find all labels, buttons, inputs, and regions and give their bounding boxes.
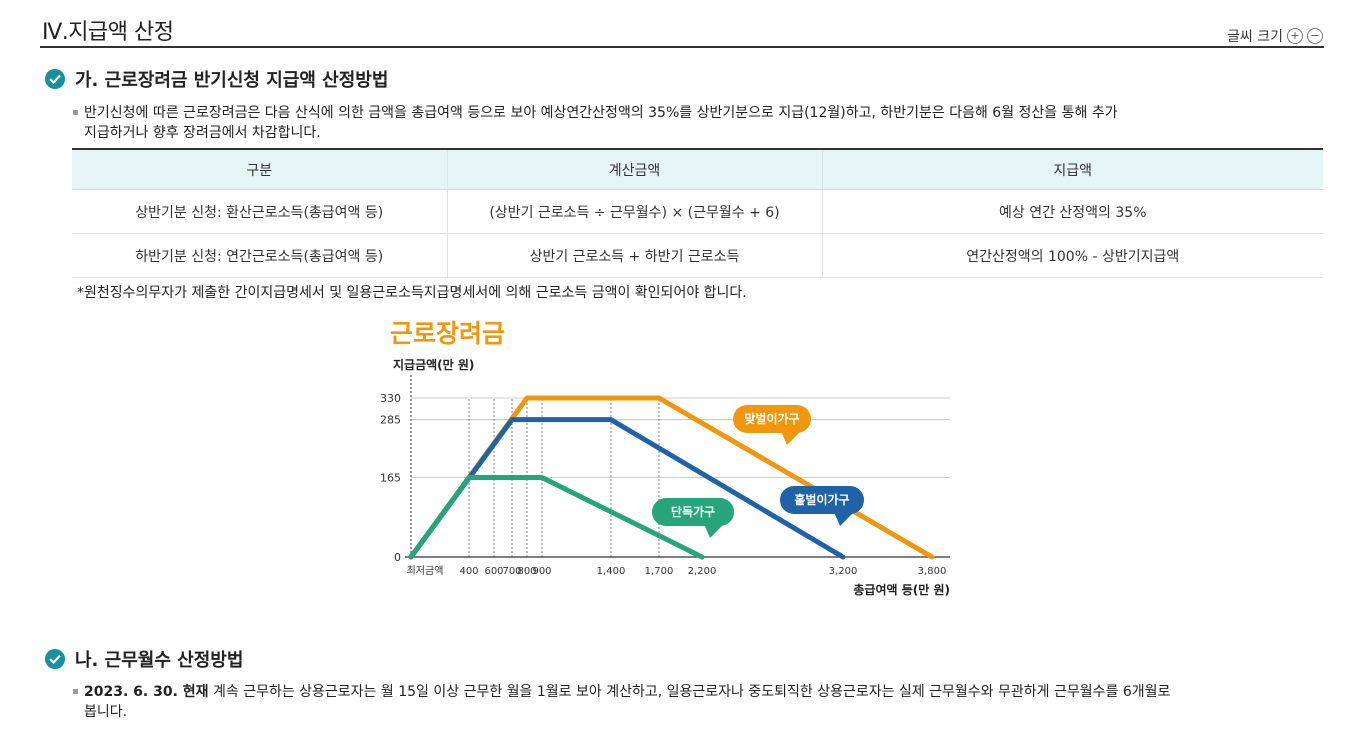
table-cell: (상반기 근로소득 ÷ 근무월수) × (근무월수 + 6) <box>446 189 822 234</box>
x-tick-label: 900 <box>532 566 551 577</box>
legend-bubble-tail <box>704 524 724 538</box>
reference-date: 2023. 6. 30. 현재 <box>84 684 209 700</box>
x-tick-label: 2,200 <box>688 566 717 577</box>
table-cell: 연간산정액의 100% - 상반기지급액 <box>821 233 1323 278</box>
table-cell: 상반기 근로소득 + 하반기 근로소득 <box>446 233 822 278</box>
x-tick-label: 최저금액 <box>407 565 444 577</box>
table-row: 하반기분 신청: 연간근로소득(총급여액 등) 상반기 근로소득 + 하반기 근… <box>72 233 1323 278</box>
y-tick-label: 0 <box>394 551 401 564</box>
x-tick-label: 1,700 <box>645 566 674 577</box>
paragraph-line: 지급하거나 향후 장려금에서 차감합니다. <box>84 125 321 141</box>
calculation-table: 구분 계산금액 지급액 상반기분 신청: 환산근로소득(총급여액 등) (상반기… <box>72 148 1323 278</box>
y-tick-label: 330 <box>380 392 401 405</box>
chart-title: 근로장려금 <box>390 319 505 348</box>
legend-bubble-tail <box>834 512 854 526</box>
table-row: 상반기분 신청: 환산근로소득(총급여액 등) (상반기 근로소득 ÷ 근무월수… <box>72 189 1323 234</box>
legend-label: 홑벌이가구 <box>794 492 849 507</box>
paragraph-line: 반기신청에 따른 근로장려금은 다음 산식에 의한 금액을 총급여액 등으로 보… <box>84 105 1118 121</box>
x-axis-label: 총급여액 등(만 원) <box>853 582 950 597</box>
font-size-label: 글씨 크기 <box>1227 29 1283 45</box>
zoom-out-icon[interactable]: − <box>1307 28 1323 44</box>
check-circle-icon <box>45 69 65 89</box>
font-size-control: 글씨 크기 + − <box>1227 26 1323 46</box>
x-tick-label: 400 <box>459 566 478 577</box>
verification-note: *원천징수의무자가 제출한 간이지급명세서 및 일용근로소득지급명세서에 의해 … <box>77 285 747 301</box>
table-header-cell: 계산금액 <box>446 148 822 190</box>
legend-bubble <box>652 498 734 526</box>
x-tick-label: 3,800 <box>918 566 947 577</box>
legend-label: 맞벌이가구 <box>744 411 799 426</box>
table-header-cell: 지급액 <box>821 148 1323 190</box>
title-divider <box>40 46 1324 48</box>
series-line <box>408 475 705 560</box>
legend-label: 단독가구 <box>671 504 715 519</box>
section-a-heading: 가. 근로장려금 반기신청 지급액 산정방법 <box>45 66 388 92</box>
table-cell: 예상 연간 산정액의 35% <box>821 189 1323 234</box>
section-b-heading: 나. 근무월수 산정방법 <box>45 646 243 672</box>
legend-bubble-tail <box>781 431 801 445</box>
section-a-title: 가. 근로장려금 반기신청 지급액 산정방법 <box>75 70 389 91</box>
x-tick-label: 700 <box>502 566 521 577</box>
paragraph-line: 봅니다. <box>84 704 128 720</box>
table-cell: 하반기분 신청: 연간근로소득(총급여액 등) <box>72 233 447 278</box>
section-b-title: 나. 근무월수 산정방법 <box>75 650 244 671</box>
table-header-row: 구분 계산금액 지급액 <box>72 148 1323 190</box>
bullet-icon: ▪ <box>72 686 79 697</box>
section-a-paragraph: ▪ 반기신청에 따른 근로장려금은 다음 산식에 의한 금액을 총급여액 등으로… <box>72 103 1118 143</box>
x-tick-label: 3,200 <box>829 566 858 577</box>
y-tick-label: 285 <box>380 414 401 427</box>
series-line <box>408 417 846 560</box>
bullet-icon: ▪ <box>72 107 79 118</box>
y-tick-label: 165 <box>380 472 401 485</box>
paragraph-line: 2023. 6. 30. 현재 계속 근무하는 상용근로자는 월 15일 이상 … <box>84 682 1170 702</box>
paragraph-text: 계속 근무하는 상용근로자는 월 15일 이상 근무한 월을 1월로 보아 계산… <box>208 684 1171 700</box>
y-axis-label: 지급금액(만 원) <box>393 357 474 372</box>
x-tick-label: 1,400 <box>597 566 626 577</box>
zoom-in-icon[interactable]: + <box>1287 28 1303 44</box>
page-title: Ⅳ.지급액 산정 <box>42 20 174 45</box>
x-tick-label: 800 <box>517 566 536 577</box>
x-tick-label: 600 <box>484 566 503 577</box>
section-b-paragraph: ▪ 2023. 6. 30. 현재 계속 근무하는 상용근로자는 월 15일 이… <box>72 682 1170 722</box>
check-circle-icon <box>45 649 65 669</box>
table-header-cell: 구분 <box>72 148 447 190</box>
legend-bubble <box>780 486 864 514</box>
table-cell: 상반기분 신청: 환산근로소득(총급여액 등) <box>72 189 447 234</box>
legend-bubble <box>733 405 811 433</box>
